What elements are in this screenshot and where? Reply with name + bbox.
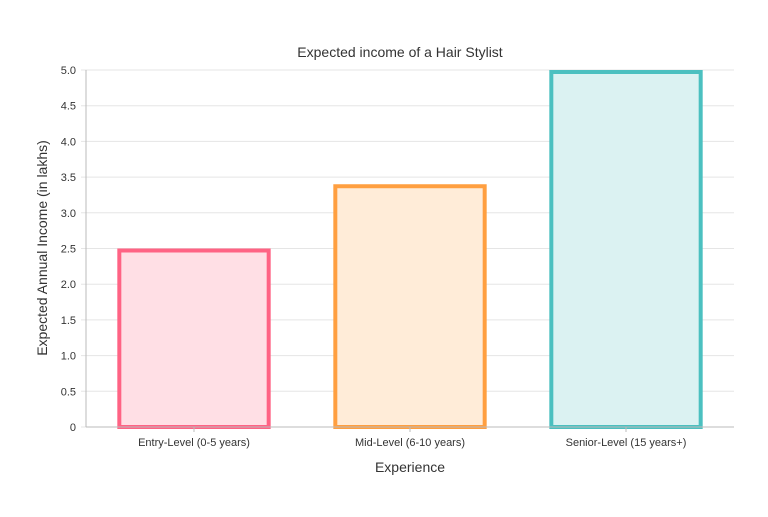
chart-title: Expected income of a Hair Stylist: [297, 44, 503, 60]
bar[interactable]: [549, 70, 703, 429]
y-tick-label: 4.0: [61, 136, 76, 148]
y-axis-label: Expected Annual Income (in lakhs): [34, 140, 50, 356]
x-tick-label: Senior-Level (15 years+): [566, 437, 687, 449]
y-tick-label: 3.0: [61, 208, 76, 220]
x-axis-label: Experience: [375, 459, 445, 475]
x-axis-ticks: Entry-Level (0-5 years) Mid-Level (6-10 y…: [138, 427, 686, 449]
y-tick-label: 3.5: [61, 172, 76, 184]
x-tick-label: Mid-Level (6-10 years): [355, 437, 465, 449]
y-tick-label: 2.5: [61, 244, 76, 256]
y-tick-label: 4.5: [61, 101, 76, 113]
y-tick-label: 1.5: [61, 315, 76, 327]
x-tick-label: Entry-Level (0-5 years): [138, 437, 250, 449]
y-axis-ticks: 0 0.5 1.0 1.5 2.0 2.5 3.0 3.5 4.0 4.5 5.0: [61, 65, 76, 434]
bars: [117, 70, 703, 429]
y-tick-label: 1.0: [61, 351, 76, 363]
y-tick-label: 0.5: [61, 386, 76, 398]
y-tick-label: 5.0: [61, 65, 76, 77]
bar[interactable]: [333, 184, 487, 429]
bar[interactable]: [117, 248, 271, 429]
y-tick-label: 0: [70, 422, 76, 434]
y-tick-label: 2.0: [61, 279, 76, 291]
